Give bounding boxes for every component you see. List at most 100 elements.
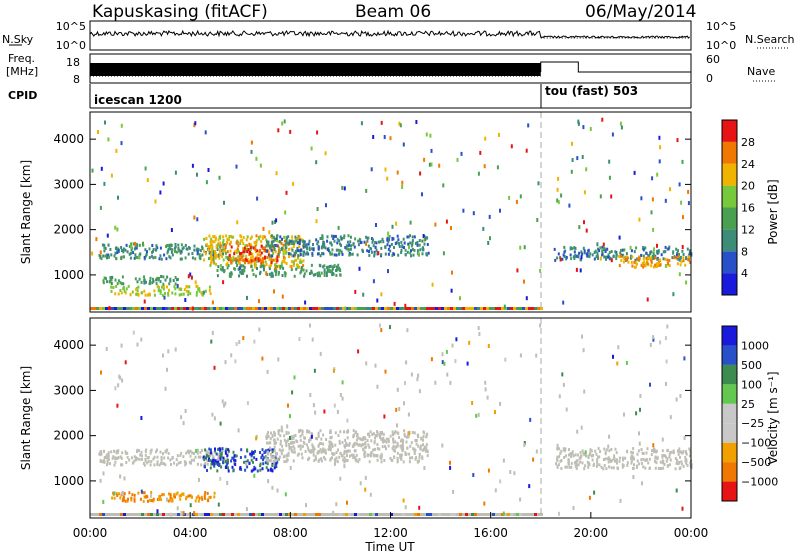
scatter-cell [645, 251, 648, 255]
scatter-cell [298, 238, 301, 242]
scatter-cell [588, 255, 591, 259]
scatter-cell [249, 452, 252, 456]
scatter-cell [615, 253, 618, 257]
scatter-cell [685, 280, 688, 285]
scatter-cell [314, 273, 317, 277]
scatter-cell [387, 231, 390, 236]
scatter-cell [451, 343, 454, 348]
scatter-cell [213, 513, 216, 516]
scatter-cell [357, 349, 360, 354]
scatter-cell [477, 171, 480, 176]
scatter-cell [387, 307, 390, 310]
scatter-cell [413, 235, 416, 239]
scatter-cell [268, 441, 271, 445]
scatter-cell [357, 460, 360, 464]
scatter-cell [296, 246, 299, 250]
scatter-cell [317, 431, 320, 436]
scatter-cell [240, 272, 243, 275]
scatter-cell [274, 453, 277, 457]
scatter-cell [680, 462, 683, 466]
scatter-cell [669, 451, 672, 455]
scatter-cell [522, 307, 525, 310]
scatter-cell [263, 451, 266, 454]
scatter-cell [175, 250, 178, 254]
scatter-cell [630, 461, 633, 465]
scatter-cell [273, 438, 276, 442]
scatter-cell [121, 282, 123, 286]
scatter-cell [417, 251, 420, 256]
scatter-cell [626, 461, 629, 465]
scatter-cell [498, 132, 500, 137]
scatter-cell [679, 393, 682, 398]
scatter-cell [407, 433, 409, 437]
scatter-cell [187, 293, 190, 297]
scatter-cell [112, 286, 115, 289]
scatter-cell [329, 269, 332, 273]
scatter-cell [151, 244, 154, 247]
scatter-cell [245, 238, 248, 242]
scatter-cell [588, 495, 591, 500]
scatter-cell [129, 513, 132, 516]
scatter-cell [317, 459, 320, 463]
scatter-cell [240, 448, 243, 452]
scatter-cell [120, 513, 123, 516]
scatter-cell [142, 499, 145, 503]
scatter-cell [115, 257, 118, 261]
scatter-cell [516, 268, 519, 273]
scatter-cell [407, 412, 410, 417]
scatter-cell [150, 513, 153, 516]
scatter-cell [391, 224, 394, 229]
scatter-cell [290, 265, 293, 269]
scatter-cell [167, 499, 170, 503]
scatter-cell [130, 456, 133, 460]
scatter-cell [149, 450, 152, 455]
scatter-cell [438, 513, 441, 516]
scatter-cell [451, 270, 453, 275]
scatter-cell [474, 307, 477, 310]
scatter-cell [619, 251, 622, 255]
scatter-cell [136, 342, 139, 347]
scatter-cell [294, 252, 297, 256]
scatter-cell [528, 513, 531, 516]
colorbar-tick-label: 500 [741, 359, 762, 372]
colorbar-tick-label: 25 [741, 398, 755, 411]
scatter-cell [291, 450, 294, 454]
scatter-cell [363, 240, 366, 244]
scatter-cell [587, 463, 590, 467]
scatter-cell [115, 148, 118, 153]
scatter-cell [539, 268, 542, 273]
scatter-cell [130, 496, 133, 500]
scatter-cell [399, 307, 402, 310]
scatter-cell [525, 296, 528, 301]
scatter-cell [352, 243, 355, 247]
scatter-cell [141, 307, 144, 310]
scatter-cell [574, 453, 577, 457]
scatter-cell [216, 513, 219, 516]
scatter-cell [580, 255, 583, 260]
scatter-cell [242, 236, 245, 239]
scatter-cell [179, 453, 182, 457]
scatter-cell [263, 235, 266, 239]
scatter-cell [271, 464, 274, 467]
scatter-cell [320, 442, 323, 445]
scatter-cell [535, 449, 538, 454]
scatter-cell [115, 492, 118, 495]
scatter-cell [665, 381, 667, 386]
scatter-cell [267, 434, 270, 438]
scatter-cell [600, 465, 603, 469]
colorbar-tick-label: 100 [741, 378, 762, 391]
scatter-cell [223, 460, 226, 464]
scatter-cell [209, 451, 212, 455]
scatter-cell [153, 513, 156, 516]
scatter-cell [208, 251, 211, 255]
scatter-cell [652, 251, 655, 255]
scatter-cell [305, 245, 308, 249]
scatter-cell [235, 241, 238, 245]
scatter-cell [528, 307, 531, 310]
scatter-cell [373, 440, 376, 444]
scatter-cell [116, 282, 119, 286]
scatter-cell [422, 234, 425, 238]
scatter-cell [316, 451, 319, 455]
scatter-cell [676, 449, 679, 453]
scatter-cell [633, 250, 636, 254]
